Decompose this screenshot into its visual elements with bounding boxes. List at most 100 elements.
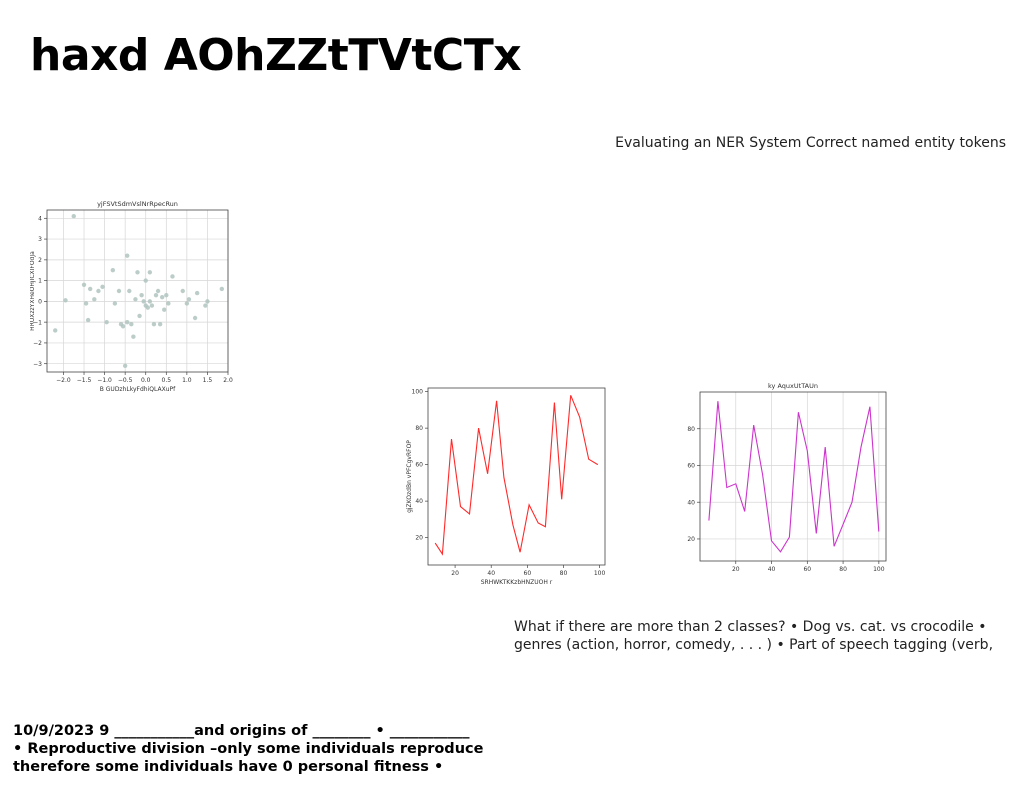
x-tick-label: 20	[451, 570, 459, 577]
scatter-point	[125, 253, 130, 258]
x-tick-label: 100	[594, 570, 606, 577]
x-tick-label: 100	[873, 566, 885, 573]
x-tick-label: 1.0	[182, 377, 192, 384]
plot-frame	[427, 387, 606, 566]
scatter-point	[205, 299, 210, 304]
scatter-point	[133, 297, 138, 302]
scatter-point	[87, 286, 93, 292]
x-axis-label: SRHWKTKKzbHNZUOH r	[481, 579, 553, 586]
scatter-point	[219, 286, 225, 292]
scatter-point	[92, 297, 97, 302]
plot-frame	[699, 391, 887, 562]
x-tick-label: 60	[524, 570, 532, 577]
y-tick-label: 40	[415, 498, 423, 505]
scatter-point	[129, 322, 134, 327]
scatter-point	[135, 270, 140, 275]
footer-text: 10/9/2023 9 ___________and origins of __…	[13, 722, 493, 776]
scatter-point	[170, 274, 175, 279]
y-tick-label: 4	[38, 215, 42, 222]
y-tick-label: −3	[33, 361, 42, 368]
chart-title: yjFSVtSdmVslNrRpecRun	[97, 200, 178, 208]
scatter-point	[53, 328, 58, 333]
scatter-point	[192, 315, 198, 321]
body-text: What if there are more than 2 classes? •…	[514, 619, 994, 653]
scatter-point	[162, 307, 167, 312]
scatter-point	[127, 288, 132, 294]
scatter-point	[131, 334, 136, 339]
x-tick-label: 2.0	[223, 377, 233, 384]
footer-line-1: 10/9/2023 9 ___________and origins of __…	[13, 723, 470, 739]
y-tick-label: −1	[33, 319, 42, 326]
scatter-point	[159, 295, 165, 300]
scatter-point	[180, 288, 185, 294]
x-tick-label: 1.5	[203, 377, 213, 384]
scatter-point	[145, 305, 150, 310]
y-axis-label: gjZKOzdBn vPFCgvRFOP	[406, 440, 413, 513]
scatter-point	[137, 313, 142, 319]
chart-title: ky AquxUtTAUn	[768, 382, 818, 390]
x-tick-label: 20	[732, 566, 740, 573]
scatter-point	[120, 324, 126, 329]
y-tick-label: 80	[415, 425, 423, 432]
scatter-point	[96, 288, 101, 294]
x-tick-label: 0.5	[162, 377, 172, 384]
scatter-point	[157, 322, 163, 327]
scatter-point	[147, 299, 153, 304]
scatter-point	[153, 292, 159, 298]
scatter-point	[104, 319, 109, 325]
y-tick-label: 80	[687, 426, 695, 433]
x-tick-label: 40	[768, 566, 776, 573]
scatter-point	[151, 322, 157, 327]
scatter-point	[110, 268, 116, 273]
scatter-point	[143, 278, 148, 283]
scatter-point	[184, 301, 190, 306]
x-tick-label: −1.0	[97, 377, 112, 384]
magenta-line-chart: 20 40 60 80 100 20 40 60 80 ky AquxUtTAUn	[687, 382, 887, 573]
plot-frame	[46, 209, 229, 373]
red-line-chart: 20 40 60 80 100 20 40 60 80 100 SRHWKTKKzbHNZUOH r…	[406, 387, 606, 586]
x-tick-label: 80	[560, 570, 568, 577]
scatter-point	[194, 290, 200, 296]
x-tick-label: −1.5	[77, 377, 92, 384]
scatter-point	[83, 301, 89, 306]
scatter-point	[71, 214, 76, 219]
y-tick-label: −2	[33, 340, 42, 347]
y-tick-label: 2	[38, 257, 42, 264]
y-tick-label: 20	[415, 535, 423, 542]
scatter-point	[139, 292, 144, 298]
scatter-point	[122, 363, 128, 368]
y-tick-label: 0	[38, 298, 42, 305]
slide-title: haxd AOhZZtTVtCTx	[30, 30, 522, 81]
scatter-point	[125, 319, 130, 325]
scatter-point	[149, 303, 155, 308]
scatter-point	[100, 284, 105, 290]
scatter-chart: −2.0 −1.5 −1.0 −0.5 0.0 0.5 1.0 1.5 2.0 −3 −2 −1 0 1 2…	[30, 200, 233, 393]
x-tick-label: 0.0	[141, 377, 151, 384]
scatter-point	[63, 298, 68, 303]
y-tick-label: 3	[38, 236, 42, 243]
series-line	[434, 395, 599, 556]
x-tick-label: 80	[839, 566, 847, 573]
scatter-point	[164, 292, 169, 298]
x-tick-label: −2.0	[56, 377, 71, 384]
scatter-point	[203, 303, 208, 308]
scatter-point	[112, 301, 118, 306]
scatter-point	[155, 288, 161, 294]
x-tick-label: 40	[487, 570, 495, 577]
y-tick-label: 60	[687, 463, 695, 470]
scatter-point	[141, 299, 146, 304]
scatter-point	[186, 297, 192, 302]
footer-line-2: • Reproductive division –only some indiv…	[13, 741, 484, 757]
series-line	[708, 401, 880, 553]
scatter-point	[116, 288, 122, 294]
x-axis-label: B GUDzhLkyFdhiQLAXuPf	[100, 386, 176, 393]
y-tick-label: 40	[687, 499, 695, 506]
y-tick-label: 20	[687, 536, 695, 543]
y-axis-label: HRUXzzYXHeOHjICXIFOdJa	[30, 251, 36, 331]
y-tick-label: 100	[412, 389, 424, 396]
slide-subtitle: Evaluating an NER System Correct named e…	[615, 135, 1006, 151]
x-tick-label: 60	[803, 566, 811, 573]
scatter-point	[147, 270, 153, 275]
scatter-point	[81, 282, 87, 287]
scatter-point	[85, 317, 91, 323]
